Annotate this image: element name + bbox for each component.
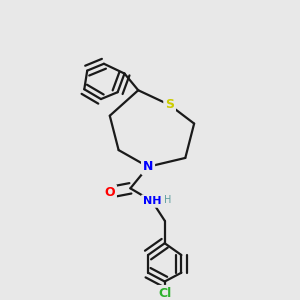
Text: O: O bbox=[104, 186, 115, 199]
Text: Cl: Cl bbox=[158, 287, 171, 300]
Text: H: H bbox=[164, 195, 171, 205]
Text: NH: NH bbox=[143, 196, 161, 206]
Text: N: N bbox=[143, 160, 153, 173]
Text: S: S bbox=[165, 98, 174, 112]
